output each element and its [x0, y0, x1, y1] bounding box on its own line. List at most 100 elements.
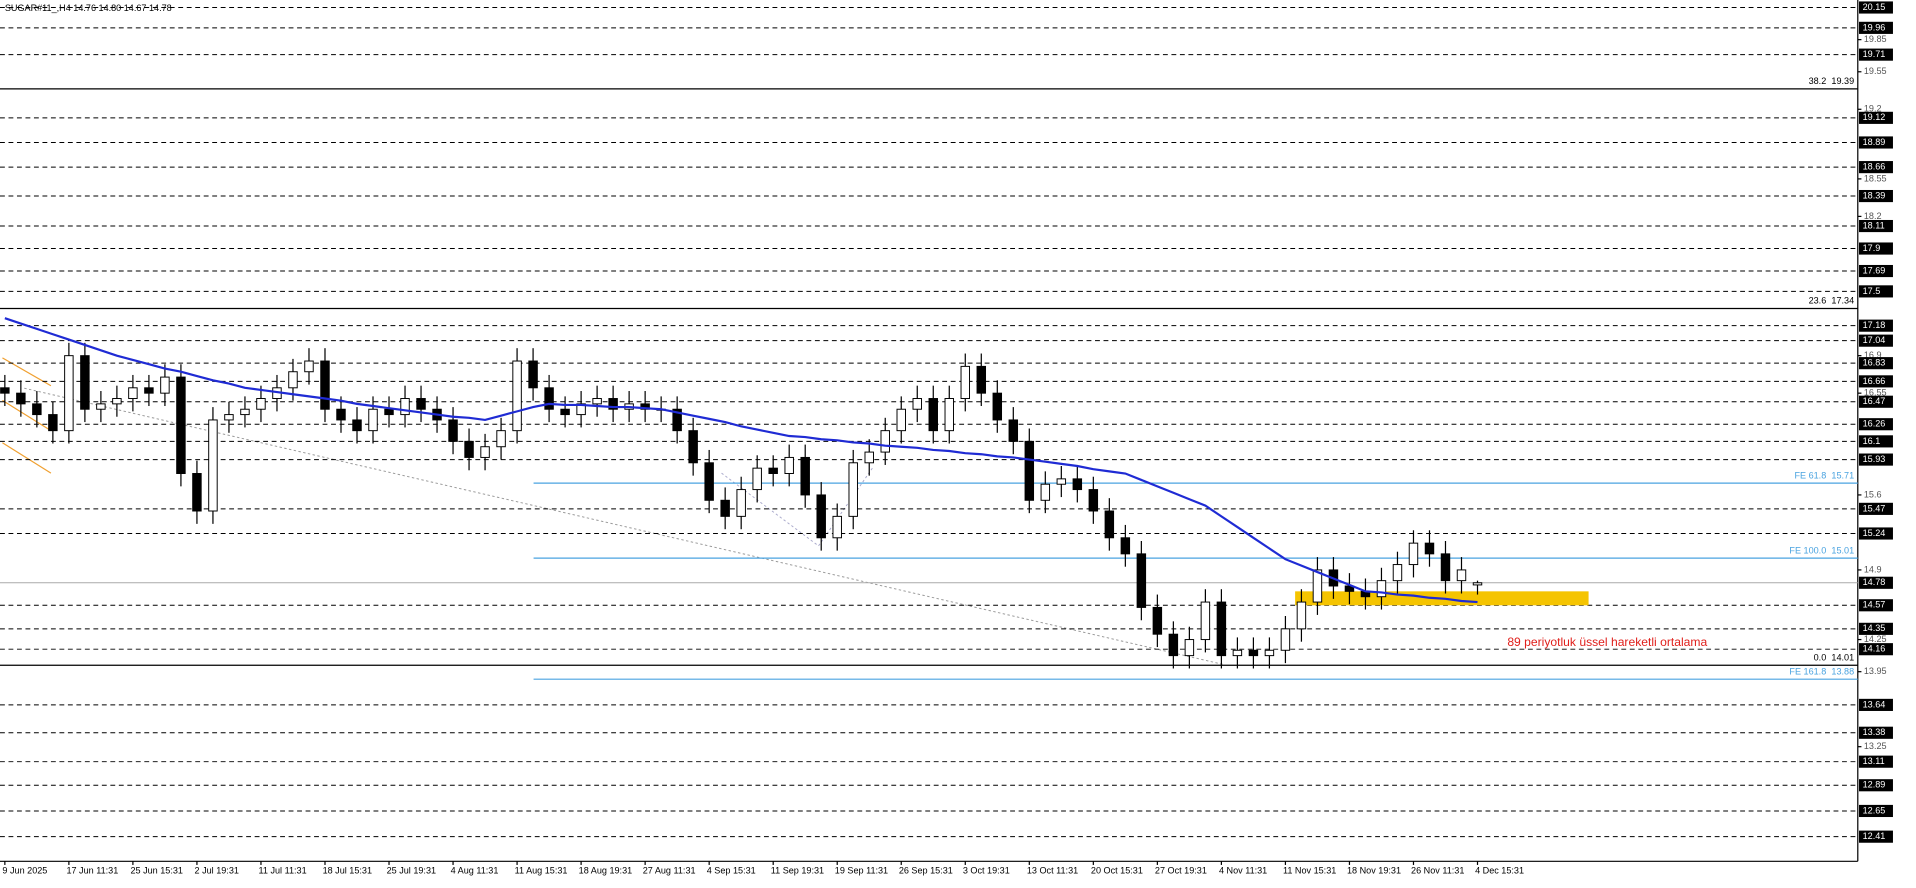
candle-body: [912, 398, 922, 410]
y-tick-label: 16.55: [1864, 388, 1887, 398]
candle-body: [256, 398, 266, 410]
price-level-box: [1859, 285, 1893, 298]
channel-line: [2, 442, 52, 474]
price-level-label: 12.41: [1863, 831, 1886, 841]
price-level-box: [1859, 643, 1893, 656]
price-level-label: 17.18: [1863, 320, 1886, 330]
candle-body: [1424, 542, 1435, 555]
x-tick-label: 18 Aug 19:31: [579, 865, 633, 875]
candle-body: [1472, 582, 1483, 586]
price-level-label: 19.96: [1863, 22, 1886, 32]
price-level-label: 15.24: [1863, 528, 1886, 538]
price-level-box: [1859, 111, 1893, 124]
candle-body: [368, 408, 378, 432]
candle-body: [32, 403, 42, 416]
candle-body: [608, 398, 618, 410]
x-tick-label: 18 Jul 15:31: [323, 865, 372, 875]
x-tick-label: 19 Sep 11:31: [835, 865, 888, 875]
x-tick-label: 18 Nov 19:31: [1347, 865, 1401, 875]
price-level-label: 17.9: [1863, 243, 1881, 253]
price-level-box: [1859, 264, 1893, 278]
x-tick-label: 11 Sep 19:31: [771, 865, 824, 875]
price-level-box: [1859, 21, 1893, 34]
y-tick-label: 14.9: [1864, 564, 1882, 574]
price-level-label: 12.89: [1863, 780, 1886, 790]
candle-body: [144, 387, 154, 394]
fe-value: 15.01: [1831, 545, 1854, 555]
candle-body: [1264, 649, 1275, 657]
fe-value: 15.71: [1831, 470, 1854, 480]
candle-body: [0, 387, 10, 394]
candle-body: [1040, 483, 1051, 501]
y-tick-label: 14.25: [1864, 634, 1887, 644]
price-level-label: 16.66: [1863, 376, 1886, 386]
y-tick-label: 19.85: [1864, 34, 1887, 44]
y-tick-label: 13.95: [1864, 666, 1887, 676]
candle-body: [1104, 510, 1115, 539]
current-price-label: 14.78: [1863, 577, 1886, 587]
x-tick-label: 25 Jun 15:31: [130, 865, 182, 875]
price-level-box: [1859, 48, 1893, 61]
channel-line: [2, 399, 52, 432]
candle-body: [752, 467, 762, 491]
price-level-box: [1859, 189, 1893, 203]
candle-body: [1248, 649, 1259, 657]
candle-body: [384, 408, 394, 416]
candle-body: [720, 499, 730, 517]
candle-body: [192, 473, 202, 512]
price-level-label: 13.11: [1863, 756, 1885, 766]
candle-body: [1296, 601, 1307, 630]
candle-body: [64, 355, 74, 432]
candle-body: [304, 360, 314, 373]
candle-body: [672, 408, 682, 432]
candle-body: [512, 360, 522, 432]
x-tick-label: 4 Nov 11:31: [1219, 865, 1267, 875]
candle-body: [480, 446, 490, 458]
candle-body: [320, 360, 330, 410]
fe-name: FE 100.0: [1789, 545, 1826, 555]
fe-name: FE 61.8: [1794, 470, 1826, 480]
price-level-label: 17.5: [1863, 286, 1881, 296]
candle-body: [784, 456, 794, 474]
candle-body: [48, 414, 58, 432]
fe-name: FE 161.8: [1789, 666, 1826, 676]
candle-body: [16, 392, 26, 405]
x-tick-label: 4 Dec 15:31: [1475, 865, 1524, 875]
candle-body: [880, 430, 890, 453]
candle-body: [160, 376, 170, 394]
fib-ratio: 38.2: [1809, 76, 1827, 86]
fib-value: 19.39: [1831, 76, 1854, 86]
x-tick-label: 27 Aug 11:31: [643, 865, 696, 875]
y-tick-label: 19.2: [1864, 104, 1882, 114]
price-level-box: [1859, 161, 1893, 174]
candle-body: [832, 515, 842, 539]
ema-line: [4, 317, 1478, 604]
candle-body: [960, 365, 971, 400]
candle-body: [976, 365, 987, 394]
candle-body: [208, 419, 218, 512]
price-level-label: 16.83: [1863, 358, 1886, 368]
candle-body: [944, 398, 954, 432]
candle-body: [240, 408, 250, 416]
candle-body: [1184, 639, 1195, 657]
price-level-label: 14.57: [1863, 600, 1886, 610]
candle-body: [496, 430, 506, 448]
price-level-label: 16.1: [1863, 436, 1881, 446]
candle-body: [928, 398, 938, 432]
candle-body: [1312, 569, 1323, 603]
candle-body: [352, 419, 362, 432]
price-level-box: [1859, 779, 1893, 792]
x-tick-label: 3 Oct 19:31: [963, 865, 1010, 875]
candle-body: [800, 456, 810, 496]
candle-body: [688, 430, 698, 464]
candle-body: [1456, 569, 1467, 582]
price-level-box: [1859, 830, 1893, 843]
candle-body: [1280, 628, 1291, 651]
candle-body: [992, 392, 1003, 421]
price-level-box: [1859, 453, 1893, 466]
price-level-box: [1859, 755, 1893, 768]
candle-body: [1088, 489, 1099, 512]
price-level-label: 15.93: [1863, 454, 1886, 464]
x-tick-label: 11 Aug 15:31: [515, 865, 568, 875]
